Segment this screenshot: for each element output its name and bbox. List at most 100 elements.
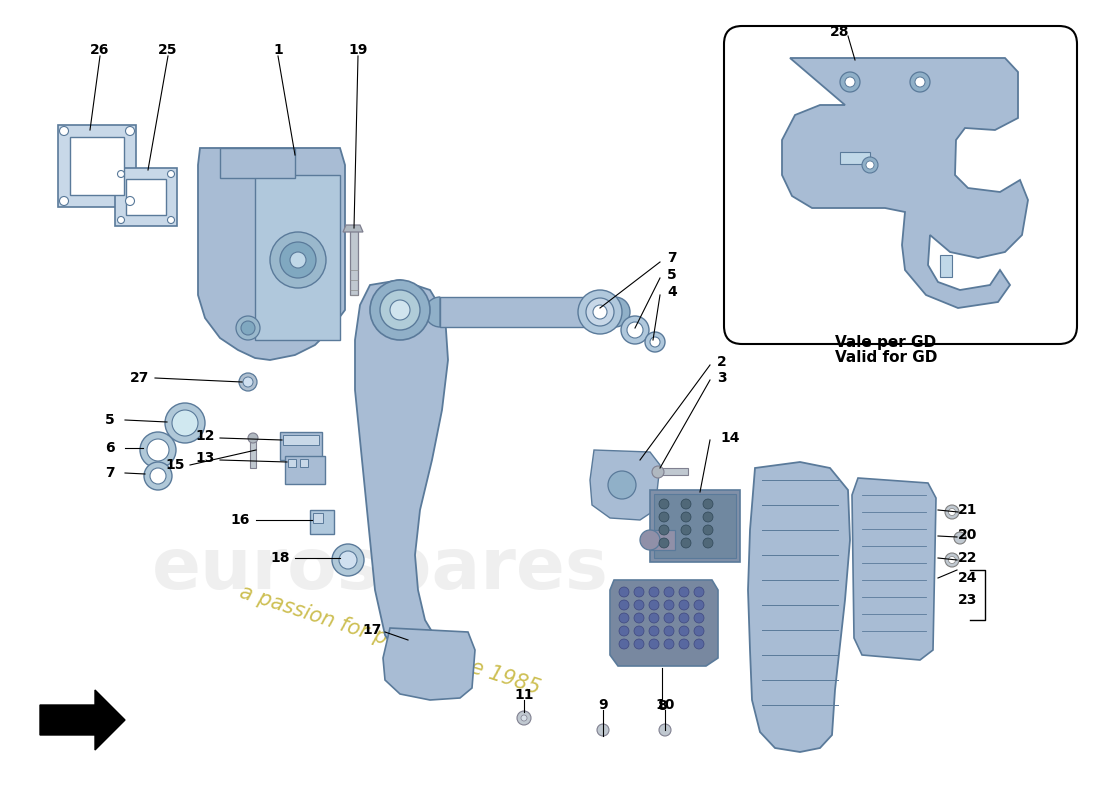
Bar [255,175,340,340]
Text: 3: 3 [717,371,727,385]
Circle shape [681,512,691,522]
Circle shape [270,232,326,288]
Circle shape [659,538,669,548]
Circle shape [332,544,364,576]
Bar [650,490,740,562]
Circle shape [664,626,674,636]
Circle shape [619,626,629,636]
Bar [126,179,166,215]
Polygon shape [198,148,345,360]
Text: 7: 7 [106,466,114,480]
Circle shape [118,217,124,223]
Circle shape [649,626,659,636]
Circle shape [664,613,674,623]
Text: 22: 22 [958,551,978,565]
Text: 12: 12 [196,429,214,443]
Text: 5: 5 [667,268,676,282]
Polygon shape [355,280,460,672]
Bar [300,459,308,467]
Circle shape [241,321,255,335]
Circle shape [167,170,175,178]
Bar [314,513,323,523]
Circle shape [144,462,172,490]
Text: 16: 16 [230,513,250,527]
Text: 13: 13 [196,451,214,465]
Bar [220,148,295,178]
Circle shape [910,72,930,92]
Circle shape [621,316,649,344]
Circle shape [236,316,260,340]
Circle shape [659,724,671,736]
Circle shape [948,509,956,515]
Wedge shape [615,297,630,327]
Circle shape [125,126,134,135]
Circle shape [165,403,205,443]
Circle shape [681,525,691,535]
Circle shape [694,613,704,623]
Circle shape [619,639,629,649]
Polygon shape [40,690,125,750]
Bar [285,456,324,484]
Text: 14: 14 [720,431,739,445]
Text: 18: 18 [271,551,289,565]
Circle shape [578,290,621,334]
Text: 1: 1 [273,43,283,57]
Circle shape [703,538,713,548]
Circle shape [659,525,669,535]
Circle shape [679,600,689,610]
Circle shape [915,77,925,87]
Text: 21: 21 [958,503,978,517]
Text: 23: 23 [958,593,978,607]
Circle shape [679,626,689,636]
Circle shape [679,587,689,597]
Circle shape [634,587,643,597]
Bar [940,255,952,277]
Circle shape [948,557,956,563]
Text: 27: 27 [130,371,150,385]
Bar [250,440,256,468]
Text: 7: 7 [668,251,676,265]
Text: 4: 4 [667,285,676,299]
Circle shape [239,373,257,391]
Circle shape [649,613,659,623]
Bar [440,297,615,327]
Polygon shape [383,628,475,700]
Circle shape [634,626,643,636]
Circle shape [619,613,629,623]
Circle shape [243,377,253,387]
Circle shape [150,468,166,484]
Circle shape [694,639,704,649]
Text: 25: 25 [158,43,178,57]
Circle shape [664,600,674,610]
Circle shape [649,639,659,649]
Circle shape [280,242,316,278]
Circle shape [840,72,860,92]
Circle shape [390,300,410,320]
Circle shape [649,600,659,610]
Text: 15: 15 [165,458,185,472]
Circle shape [586,298,614,326]
Bar [310,510,334,534]
Circle shape [370,280,430,340]
Text: 24: 24 [958,571,978,585]
Circle shape [954,532,966,544]
Circle shape [140,432,176,468]
Circle shape [664,587,674,597]
Bar [283,435,319,445]
Circle shape [597,724,609,736]
Circle shape [845,77,855,87]
Text: 5: 5 [106,413,114,427]
Text: 26: 26 [90,43,110,57]
Circle shape [650,337,660,347]
Circle shape [679,613,689,623]
Wedge shape [425,297,440,327]
Text: Valid for GD: Valid for GD [835,350,937,366]
Circle shape [681,538,691,548]
Polygon shape [610,580,718,666]
Circle shape [118,170,124,178]
Circle shape [517,711,531,725]
Circle shape [593,305,607,319]
Circle shape [862,157,878,173]
Circle shape [634,613,643,623]
Bar [650,530,675,550]
